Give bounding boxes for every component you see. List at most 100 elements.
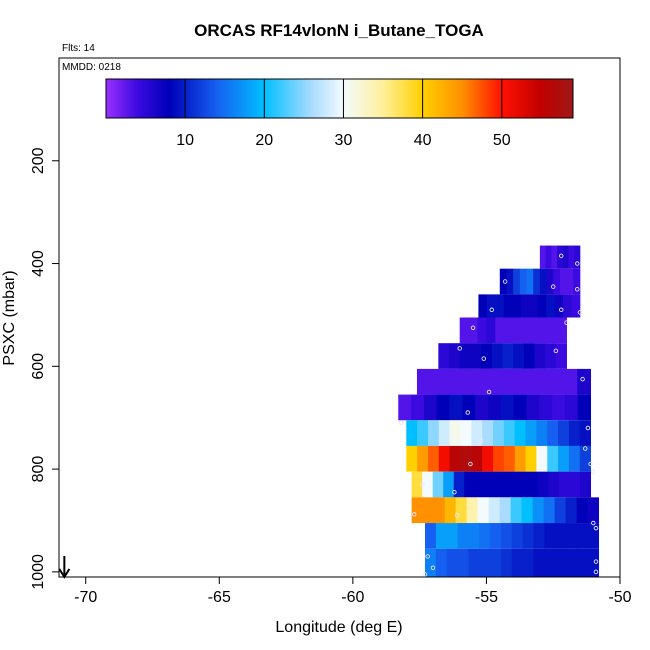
heatmap-cell: [555, 523, 567, 549]
heatmap-cell: [436, 394, 450, 421]
heatmap-cell: [526, 268, 534, 295]
x-tick-label: -70: [74, 589, 97, 606]
heatmap-cell: [406, 420, 418, 446]
heatmap-cell: [576, 523, 589, 549]
heatmap-cell: [587, 523, 600, 549]
heatmap-cell: [411, 394, 425, 421]
heatmap-cell: [493, 420, 505, 446]
heatmap-cell: [520, 294, 530, 318]
heatmap-cell: [533, 548, 545, 577]
heatmap-cell: [555, 343, 567, 369]
heatmap-cell: [471, 420, 483, 446]
x-tick-label: -60: [341, 589, 364, 606]
flights-label: Flts: 14: [62, 43, 95, 54]
heatmap-cell: [523, 368, 538, 395]
heatmap-cell: [468, 317, 478, 344]
heatmap-cell: [488, 497, 501, 524]
heatmap-cell: [432, 471, 444, 498]
heatmap-cell: [539, 245, 546, 269]
heatmap-cell: [503, 420, 516, 446]
heatmap-cell: [539, 317, 550, 344]
heatmap-cell: [545, 245, 552, 269]
heatmap-cell: [493, 445, 505, 472]
heatmap-cell: [576, 497, 589, 524]
sample-point: [558, 307, 564, 313]
heatmap-cell: [443, 368, 458, 395]
heatmap-cell: [453, 471, 465, 498]
heatmap-cells: [398, 245, 600, 577]
heatmap-cell: [497, 368, 511, 395]
heatmap-cell: [522, 317, 532, 344]
heatmap-cell: [530, 317, 541, 344]
heatmap-cell: [477, 497, 490, 524]
sample-point: [465, 410, 470, 415]
heatmap-cell: [559, 268, 567, 295]
sample-point: [585, 425, 591, 431]
heatmap-cell: [446, 548, 458, 577]
heatmap-cell: [511, 523, 524, 549]
heatmap-cell: [457, 368, 471, 395]
y-tick-label: 200: [30, 147, 47, 174]
x-tick-label: -55: [475, 589, 498, 606]
heatmap-cell: [438, 420, 451, 446]
heatmap-cell: [537, 294, 547, 318]
heatmap-cell: [558, 420, 570, 446]
sample-point: [591, 520, 596, 526]
heatmap-cell: [566, 523, 578, 549]
heatmap-cell: [486, 317, 496, 344]
heatmap-cell: [457, 523, 469, 549]
heatmap-cell: [546, 268, 554, 295]
heatmap-cell: [466, 497, 479, 524]
heatmap-cell: [459, 343, 471, 369]
heatmap-cell: [568, 420, 581, 446]
heatmap-cell: [545, 343, 557, 369]
heatmap-cell: [460, 420, 472, 446]
heatmap-cell: [566, 548, 578, 577]
plot-frame: [58, 57, 621, 578]
date-label: MMDD: 0218: [62, 62, 121, 73]
sample-point: [580, 376, 585, 382]
heatmap-cell: [544, 548, 556, 577]
heatmap-cell: [500, 523, 513, 549]
heatmap-cell: [537, 368, 551, 395]
heatmap-cell: [512, 294, 522, 318]
heatmap-cell: [563, 368, 578, 395]
heatmap-cell: [529, 294, 539, 318]
heatmap-cell: [500, 548, 513, 577]
heatmap-cell: [562, 245, 569, 269]
colorbar-tick-label: 50: [493, 132, 511, 149]
sample-point: [502, 279, 508, 284]
sample-point: [425, 554, 430, 559]
heatmap-cell: [557, 317, 567, 344]
sample-point: [593, 569, 599, 575]
sample-point: [489, 307, 495, 313]
heatmap-cell: [522, 548, 534, 577]
heatmap-cell: [486, 294, 496, 318]
sample-point: [420, 482, 425, 487]
heatmap-cell: [449, 343, 461, 369]
heatmap-cell: [514, 445, 526, 472]
heatmap-cell: [537, 471, 549, 498]
heatmap-cell: [558, 445, 570, 472]
heatmap-cell: [568, 445, 581, 472]
heatmap-cell: [398, 394, 412, 421]
heatmap-cell: [411, 471, 423, 498]
heatmap-cell: [510, 368, 525, 395]
heatmap-cell: [525, 445, 537, 472]
heatmap-cell: [411, 497, 424, 524]
x-axis: -70 -65 -60 -55 -50: [74, 577, 632, 606]
heatmap-cell: [435, 548, 448, 577]
sample-point: [550, 284, 556, 289]
y-tick-label: 800: [30, 456, 47, 483]
heatmap-cell: [514, 420, 526, 446]
heatmap-cell: [417, 445, 429, 472]
heatmap-cell: [495, 471, 507, 498]
sample-point: [575, 261, 580, 266]
heatmap-cell: [516, 471, 528, 498]
heatmap-cell: [478, 294, 488, 318]
heatmap-cell: [491, 343, 503, 369]
heatmap-cell: [444, 497, 457, 524]
sample-point: [481, 356, 487, 361]
heatmap-cell: [544, 523, 556, 549]
heatmap-cell: [533, 268, 541, 295]
